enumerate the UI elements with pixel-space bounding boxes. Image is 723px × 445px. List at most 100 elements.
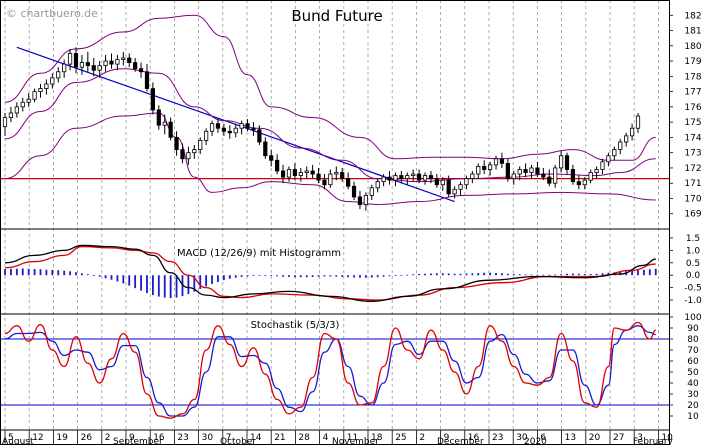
histogram-bar <box>424 273 426 276</box>
x-tick-label: 30 <box>516 433 528 443</box>
x-tick-label: 12 <box>32 433 43 443</box>
candle-body <box>32 91 37 100</box>
bollinger-upper-band <box>4 14 656 161</box>
candle-body <box>56 71 61 79</box>
y-tick-label: 179 <box>684 57 701 67</box>
histogram-bar <box>134 275 137 289</box>
candle-body <box>44 83 49 89</box>
candle-body <box>198 140 203 151</box>
histogram-bar <box>477 272 480 276</box>
histogram-bar <box>418 273 421 276</box>
histogram-bar <box>311 275 314 277</box>
y-tick-label: -0.5 <box>684 284 702 294</box>
candle-body <box>493 158 499 166</box>
candle-body <box>535 167 540 175</box>
y-tick-label: 0.5 <box>686 259 700 269</box>
candle-body <box>103 60 108 67</box>
y-tick-label: 173 <box>684 149 701 159</box>
stochastic-k-line <box>4 321 656 419</box>
histogram-bar <box>364 275 367 278</box>
histogram-bar <box>447 273 450 276</box>
histogram-bar <box>293 275 296 278</box>
macd-panel <box>4 244 657 302</box>
candle-body <box>387 176 392 181</box>
candle-body <box>50 77 55 85</box>
histogram-bar <box>15 268 18 276</box>
histogram-bar <box>299 275 302 278</box>
candle-body <box>109 60 114 65</box>
histogram-bar <box>394 275 397 277</box>
histogram-bar <box>435 273 438 276</box>
y-tick-label: 20 <box>687 401 699 411</box>
candle-body <box>251 127 256 131</box>
candle-body <box>79 62 85 68</box>
candle-body <box>73 53 79 68</box>
candle-body <box>351 185 357 198</box>
candle-body <box>482 166 487 170</box>
histogram-bar <box>441 273 444 276</box>
candle-body <box>121 57 126 60</box>
candle-body <box>553 167 558 184</box>
histogram-bar <box>282 275 284 277</box>
y-tick-label: 90 <box>687 324 699 334</box>
candle-body <box>322 179 327 186</box>
histogram-bar <box>234 275 237 278</box>
candle-body <box>399 175 404 180</box>
histogram-bar <box>524 274 527 276</box>
candle-body <box>624 135 629 143</box>
histogram-bar <box>542 274 545 276</box>
histogram-bar <box>163 275 166 298</box>
candle-body <box>275 159 280 172</box>
histogram-bar <box>353 275 355 278</box>
y-tick-label: 60 <box>687 357 699 367</box>
histogram-bar <box>329 275 332 277</box>
histogram-bar <box>317 275 320 277</box>
candle-body <box>316 173 321 181</box>
candle-body <box>541 173 546 178</box>
candle-body <box>618 141 623 151</box>
candle-body <box>476 166 481 175</box>
candle-body <box>529 167 534 173</box>
candle-body <box>239 123 244 129</box>
histogram-bar <box>264 275 267 277</box>
histogram-bar <box>193 275 196 292</box>
y-tick-label: 181 <box>684 27 701 37</box>
candle-body <box>629 127 635 137</box>
candle-body <box>14 106 19 114</box>
candle-body <box>180 149 185 160</box>
candle-body <box>310 170 315 175</box>
candle-body <box>328 173 333 186</box>
histogram-bar <box>583 273 586 276</box>
candle-body <box>488 164 493 170</box>
candle-body <box>417 173 422 181</box>
histogram-bar <box>240 275 243 277</box>
y-tick-label: 177 <box>684 88 701 98</box>
histogram-bar <box>637 270 639 276</box>
histogram-bar <box>140 275 142 291</box>
histogram-bar <box>654 268 657 276</box>
histogram-bar <box>359 275 361 278</box>
y-tick-label: 1.5 <box>686 234 700 244</box>
histogram-bar <box>483 272 486 276</box>
histogram-bar <box>341 275 344 277</box>
bollinger-lower-band <box>4 112 656 206</box>
candle-body <box>576 181 581 186</box>
candle-body <box>346 178 351 187</box>
y-tick-label: 50 <box>687 368 699 378</box>
candle-body <box>375 181 380 189</box>
histogram-bar <box>258 275 261 277</box>
y-tick-label: 40 <box>687 379 699 389</box>
stochastic-title: Stochastik (5/3/3) <box>251 320 340 331</box>
histogram-bar <box>548 274 551 276</box>
candle-body <box>381 176 386 183</box>
histogram-bar <box>270 275 273 277</box>
candle-body <box>564 155 570 170</box>
candle-body <box>144 71 150 89</box>
candle-body <box>20 101 25 108</box>
histogram-bar <box>335 275 338 277</box>
candle-body <box>452 188 457 195</box>
candle-body <box>162 121 167 126</box>
histogram-bar <box>347 275 350 278</box>
histogram-bar <box>495 272 497 276</box>
